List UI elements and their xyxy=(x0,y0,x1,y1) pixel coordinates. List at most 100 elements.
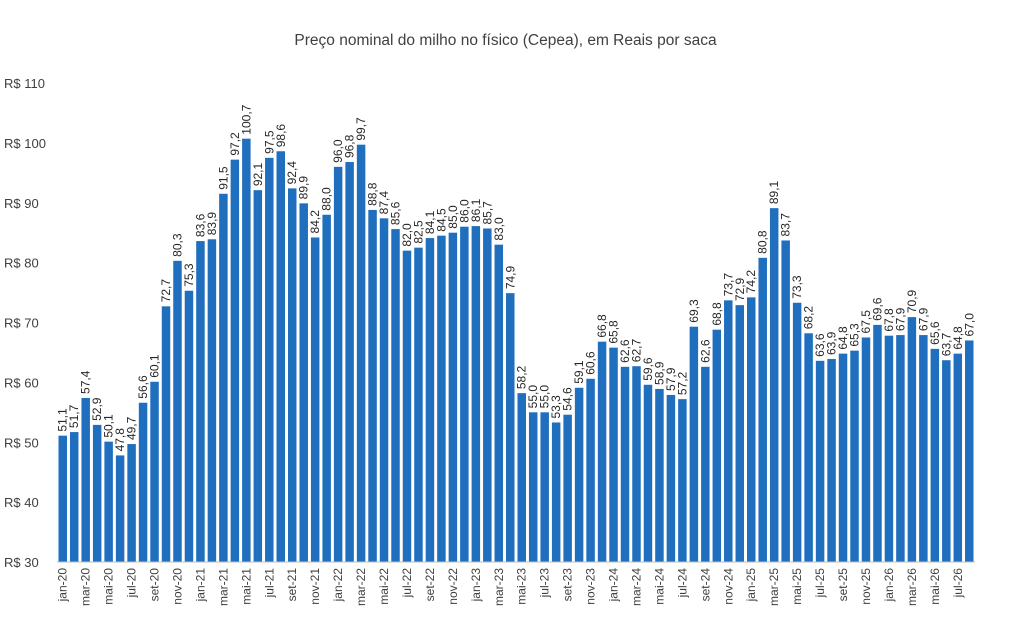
data-label: 65,6 xyxy=(928,321,942,345)
data-label: 97,2 xyxy=(228,132,242,156)
bars xyxy=(58,138,974,563)
bar xyxy=(701,366,710,562)
data-label: 88,0 xyxy=(320,187,334,211)
data-label: 72,9 xyxy=(733,277,747,301)
bar xyxy=(92,424,102,562)
bar xyxy=(287,188,297,562)
data-label: 49,7 xyxy=(125,416,139,440)
data-label: 84,2 xyxy=(308,210,322,234)
bar xyxy=(437,235,446,562)
data-label: 67,9 xyxy=(893,307,907,331)
data-label: 67,5 xyxy=(859,310,873,334)
bar xyxy=(69,432,79,562)
bar xyxy=(356,144,366,562)
x-tick-label: set-23 xyxy=(561,568,575,602)
bar xyxy=(632,366,641,562)
bar xyxy=(299,203,308,562)
data-label: 68,2 xyxy=(802,306,816,330)
x-tick-label: nov-22 xyxy=(446,568,460,605)
data-label: 83,6 xyxy=(193,213,207,237)
data-label: 63,6 xyxy=(813,333,827,357)
bar xyxy=(563,414,572,562)
bar xyxy=(494,244,504,562)
bar xyxy=(506,293,515,562)
data-label: 80,8 xyxy=(756,230,770,254)
bar xyxy=(724,300,733,562)
x-tick-label: set-24 xyxy=(698,568,712,602)
bar xyxy=(540,412,549,562)
x-tick-label: mar-24 xyxy=(629,568,643,606)
chart-title: Preço nominal do milho no físico (Cepea)… xyxy=(294,32,717,49)
bar xyxy=(242,138,251,562)
bar xyxy=(965,340,974,562)
data-label: 65,3 xyxy=(848,323,862,347)
x-tick-label: set-25 xyxy=(836,568,850,602)
x-tick-label: mai-20 xyxy=(102,568,116,605)
x-tick-label: mai-26 xyxy=(928,568,942,605)
data-label: 74,9 xyxy=(503,265,517,289)
x-tick-label: jul-24 xyxy=(675,568,689,599)
y-tick-label: R$ 100 xyxy=(4,136,46,151)
data-label: 99,7 xyxy=(354,117,368,141)
data-label: 85,0 xyxy=(446,205,460,229)
data-label: 82,5 xyxy=(411,220,425,244)
data-label: 85,6 xyxy=(389,201,403,225)
data-labels: 51,151,7 57,4 52,950,147,849,7 56,660,1 72,7… xyxy=(56,104,977,451)
bar xyxy=(230,159,240,562)
data-label: 65,8 xyxy=(607,320,621,344)
x-tick-label: nov-25 xyxy=(859,568,873,605)
data-label: 64,8 xyxy=(836,326,850,350)
data-label: 54,6 xyxy=(561,387,575,411)
bar xyxy=(861,337,871,562)
bar xyxy=(150,381,159,562)
y-axis: R$ 30 R$ 40 R$ 50 R$ 60 R$ 70 R$ 80 R$ 90 R$ 10… xyxy=(4,76,46,570)
data-label: 60,6 xyxy=(584,351,598,375)
data-label: 57,9 xyxy=(664,367,678,391)
bar xyxy=(253,190,263,562)
data-label: 87,4 xyxy=(377,191,391,215)
x-tick-label: mai-25 xyxy=(790,568,804,605)
bar xyxy=(322,214,331,562)
bar xyxy=(735,305,745,562)
data-label: 80,3 xyxy=(170,233,184,257)
bar xyxy=(448,232,458,562)
bar xyxy=(414,247,423,562)
data-label: 63,7 xyxy=(939,333,953,357)
x-tick-label: mar-25 xyxy=(767,568,781,606)
data-label: 97,5 xyxy=(262,130,276,154)
data-label: 57,2 xyxy=(675,371,689,395)
data-label: 82,0 xyxy=(400,223,414,247)
data-label: 66,8 xyxy=(595,314,609,338)
bar xyxy=(276,151,286,562)
y-tick-label: R$ 110 xyxy=(4,76,45,91)
x-tick-label: jan-20 xyxy=(56,568,70,603)
data-label: 96,8 xyxy=(343,134,357,158)
x-tick-label: jan-25 xyxy=(744,568,758,603)
bar xyxy=(907,317,917,562)
x-tick-label: nov-21 xyxy=(308,568,322,605)
x-tick-label: mar-22 xyxy=(354,568,368,606)
data-label: 55,0 xyxy=(538,385,552,409)
bar xyxy=(643,384,653,562)
x-axis: jan-20 mar-20 mai-20 jul-20 set-20 nov-20 jan-… xyxy=(56,561,975,606)
bar xyxy=(471,226,481,562)
data-label: 70,9 xyxy=(905,289,919,313)
y-tick-label: R$ 50 xyxy=(4,435,39,450)
x-tick-label: jul-26 xyxy=(951,568,965,599)
y-tick-label: R$ 30 xyxy=(4,555,39,570)
bar xyxy=(528,412,538,562)
x-tick-label: jan-21 xyxy=(193,568,207,603)
data-label: 83,0 xyxy=(492,217,506,241)
bar xyxy=(58,435,67,562)
data-label: 67,8 xyxy=(882,308,896,332)
data-label: 74,2 xyxy=(744,270,758,294)
bar xyxy=(551,422,561,562)
data-label: 84,5 xyxy=(434,208,448,232)
bar xyxy=(792,302,802,562)
data-label: 73,7 xyxy=(721,273,735,297)
x-tick-label: jul-23 xyxy=(538,568,552,599)
data-label: 59,1 xyxy=(572,360,586,384)
data-label: 92,1 xyxy=(251,162,265,186)
bar xyxy=(333,166,343,562)
bar xyxy=(781,240,790,562)
